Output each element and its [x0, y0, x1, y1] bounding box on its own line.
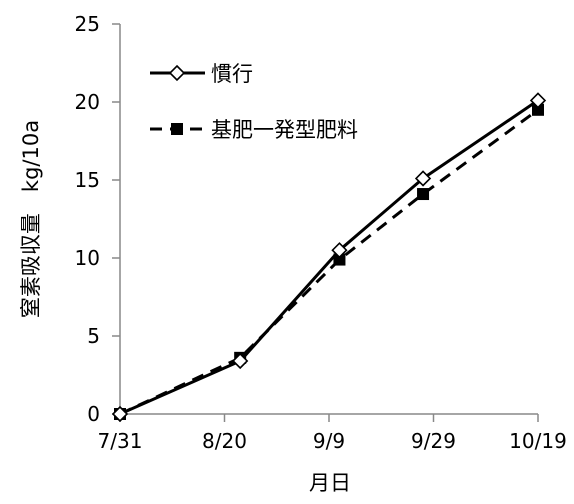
legend-item-series-0: 慣行 — [150, 62, 253, 86]
x-tick-label: 8/20 — [202, 429, 247, 453]
series-0-point — [331, 242, 348, 259]
series-1-point — [333, 253, 346, 266]
series-1-point — [417, 188, 430, 201]
y-tick-label: 20 — [75, 90, 100, 114]
legend-marker-series-0 — [168, 64, 186, 82]
series-1-line — [119, 108, 539, 416]
series-0 — [111, 92, 547, 423]
x-tick-label: 10/19 — [509, 429, 567, 453]
x-tick-label: 7/31 — [98, 429, 143, 453]
series-layer — [111, 92, 547, 423]
y-ticks: 0 5 10 15 20 25 — [75, 12, 120, 426]
legend-marker-series-1 — [171, 123, 183, 135]
x-ticks: 7/31 8/20 9/9 9/29 10/19 — [98, 414, 567, 453]
axes — [119, 24, 538, 415]
series-1-point — [532, 103, 544, 116]
legend-item-series-1: 基肥一発型肥料 — [150, 118, 358, 142]
y-axis-title: 窒素吸収量 kg/10a — [19, 120, 43, 318]
legend-label-series-0: 慣行 — [211, 62, 253, 86]
y-tick-label: 15 — [75, 168, 100, 192]
legend-label-series-1: 基肥一発型肥料 — [211, 118, 358, 142]
y-tick-label: 0 — [87, 402, 100, 426]
series-0-point — [414, 170, 432, 187]
x-axis-title: 月日 — [309, 471, 351, 495]
series-0-point — [111, 405, 129, 423]
series-0-point — [529, 92, 547, 109]
x-tick-label: 9/9 — [313, 429, 345, 453]
y-tick-label: 25 — [75, 12, 100, 36]
series-0-point — [232, 352, 249, 370]
x-tick-label: 9/29 — [411, 429, 456, 453]
legend: 慣行 基肥一発型肥料 — [150, 62, 358, 142]
series-0-line — [119, 99, 539, 416]
y-tick-label: 5 — [87, 324, 100, 348]
y-tick-label: 10 — [75, 246, 100, 270]
